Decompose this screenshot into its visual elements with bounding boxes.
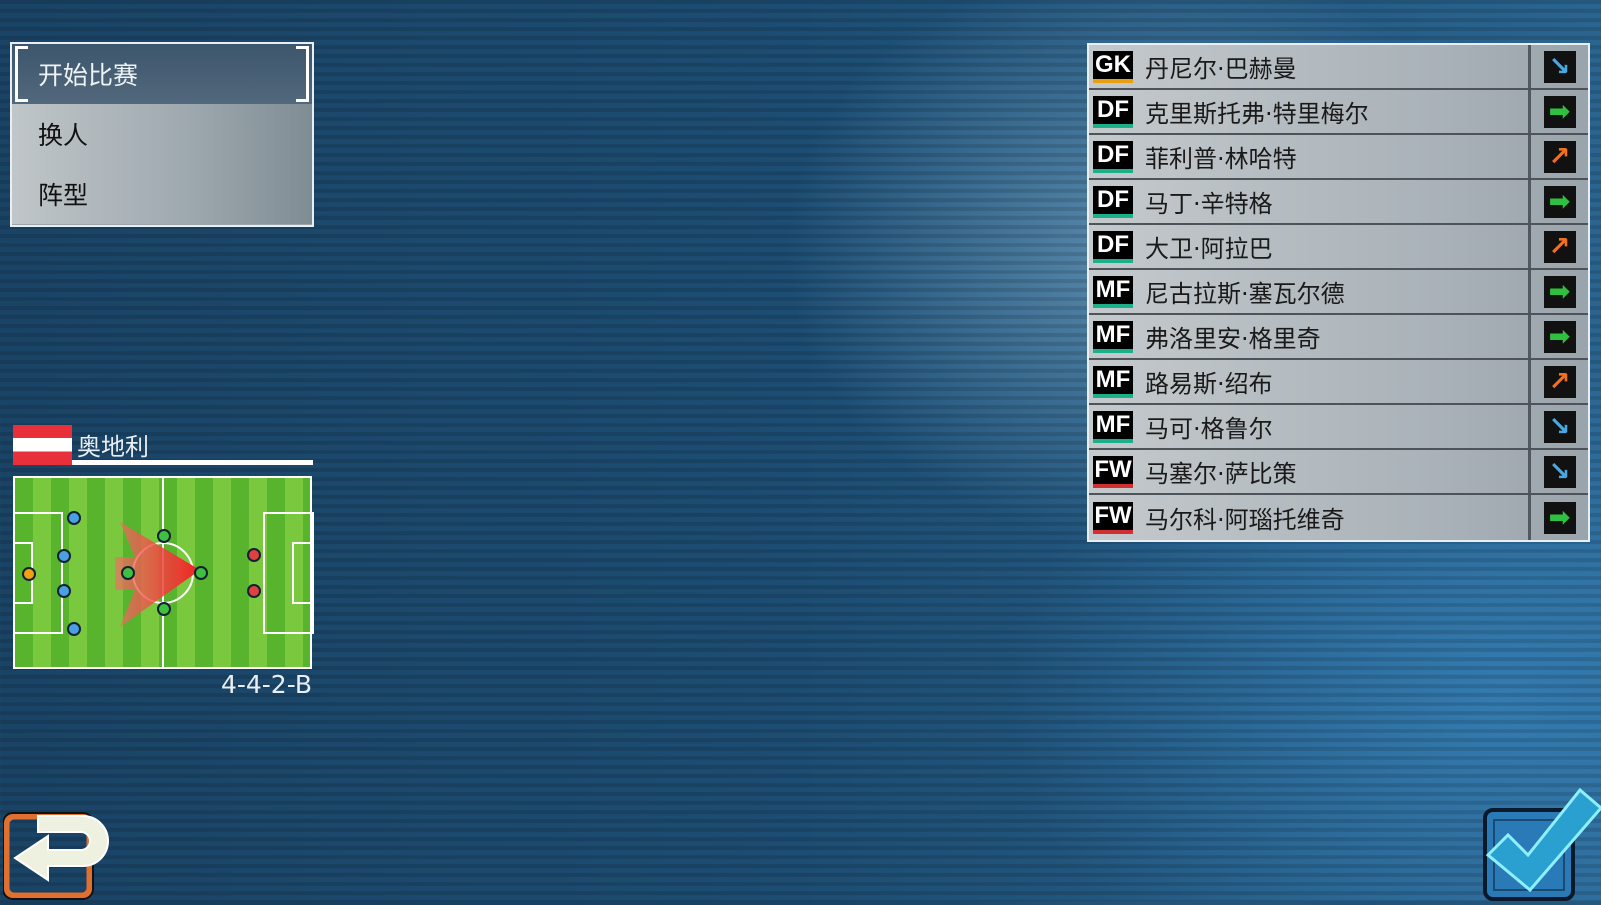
checkmark-icon (1483, 787, 1601, 901)
fw-player-dot[interactable] (247, 548, 261, 562)
formation-label: 4-4-2-B (220, 670, 312, 699)
player-name: 路易斯·绍布 (1145, 370, 1273, 398)
form-cell: ➡ (1528, 495, 1588, 540)
player-row[interactable]: DF 大卫·阿拉巴 ↗ (1089, 225, 1588, 270)
player-row[interactable]: FW 马塞尔·萨比策 ↘ (1089, 450, 1588, 495)
menu-item-formation[interactable]: 阵型 (12, 164, 312, 224)
player-row[interactable]: DF 马丁·辛特格 ➡ (1089, 180, 1588, 225)
form-cell: ↘ (1528, 450, 1588, 493)
austria-flag-icon (13, 425, 72, 465)
position-badge: DF (1093, 140, 1133, 173)
arrow-right-icon: ➡ (1543, 275, 1576, 308)
confirm-button[interactable] (1480, 780, 1601, 901)
form-cell: ↗ (1528, 135, 1588, 178)
arrow-down-right-icon: ↘ (1543, 410, 1576, 443)
gk-player-dot[interactable] (22, 567, 36, 581)
arrow-right-icon: ➡ (1543, 501, 1576, 534)
df-player-dot[interactable] (57, 549, 71, 563)
team-header: 奥地利 (13, 425, 313, 465)
team-name: 奥地利 (77, 433, 149, 461)
form-cell: ↗ (1528, 225, 1588, 268)
position-badge: DF (1093, 230, 1133, 263)
arrow-right-icon: ➡ (1543, 95, 1576, 128)
arrow-right-icon: ➡ (1543, 185, 1576, 218)
position-badge: FW (1093, 455, 1133, 488)
arrow-right-icon: ➡ (1543, 320, 1576, 353)
menu-item-substitution[interactable]: 换人 (12, 104, 312, 164)
mf-player-dot[interactable] (157, 529, 171, 543)
player-name: 丹尼尔·巴赫曼 (1145, 55, 1297, 83)
df-player-dot[interactable] (67, 511, 81, 525)
fw-player-dot[interactable] (247, 584, 261, 598)
player-name: 菲利普·林哈特 (1145, 145, 1297, 173)
arrow-down-right-icon: ↘ (1543, 50, 1576, 83)
menu-label: 换人 (38, 121, 89, 150)
divider (72, 460, 313, 465)
form-cell: ↘ (1528, 45, 1588, 88)
position-badge: DF (1093, 95, 1133, 128)
arrow-down-right-icon: ↘ (1543, 455, 1576, 488)
form-cell: ↘ (1528, 405, 1588, 448)
arrow-up-right-icon: ↗ (1543, 140, 1576, 173)
menu-label: 开始比赛 (38, 61, 139, 90)
position-badge: MF (1093, 365, 1133, 398)
menu-item-start-match[interactable]: 开始比赛 (12, 44, 312, 104)
player-row[interactable]: MF 马可·格鲁尔 ↘ (1089, 405, 1588, 450)
attack-arrow-icon (115, 522, 200, 627)
player-list: GK 丹尼尔·巴赫曼 ↘ DF 克里斯托弗·特里梅尔 ➡ DF 菲利普·林哈特 ↗ D… (1087, 43, 1590, 542)
player-row[interactable]: DF 克里斯托弗·特里梅尔 ➡ (1089, 90, 1588, 135)
player-row[interactable]: MF 弗洛里安·格里奇 ➡ (1089, 315, 1588, 360)
player-name: 大卫·阿拉巴 (1145, 235, 1273, 263)
form-cell: ➡ (1528, 180, 1588, 223)
position-badge: MF (1093, 275, 1133, 308)
player-name: 马塞尔·萨比策 (1145, 460, 1297, 488)
player-name: 马丁·辛特格 (1145, 190, 1273, 218)
position-badge: DF (1093, 185, 1133, 218)
back-button[interactable] (2, 808, 109, 900)
player-row[interactable]: FW 马尔科·阿瑙托维奇 ➡ (1089, 495, 1588, 540)
player-name: 马尔科·阿瑙托维奇 (1145, 506, 1345, 534)
player-row[interactable]: DF 菲利普·林哈特 ↗ (1089, 135, 1588, 180)
df-player-dot[interactable] (57, 584, 71, 598)
arrow-up-right-icon: ↗ (1543, 365, 1576, 398)
form-cell: ➡ (1528, 90, 1588, 133)
player-name: 克里斯托弗·特里梅尔 (1145, 100, 1369, 128)
position-badge: MF (1093, 410, 1133, 443)
back-icon (2, 812, 109, 900)
formation-pitch[interactable] (13, 476, 314, 669)
player-row[interactable]: MF 路易斯·绍布 ↗ (1089, 360, 1588, 405)
player-name: 尼古拉斯·塞瓦尔德 (1145, 280, 1345, 308)
mf-player-dot[interactable] (121, 566, 135, 580)
df-player-dot[interactable] (67, 622, 81, 636)
form-cell: ➡ (1528, 315, 1588, 358)
main-menu: 开始比赛 换人 阵型 (10, 42, 314, 227)
position-badge: GK (1093, 50, 1133, 83)
position-badge: FW (1093, 501, 1133, 534)
position-badge: MF (1093, 320, 1133, 353)
menu-label: 阵型 (38, 181, 89, 210)
form-cell: ↗ (1528, 360, 1588, 403)
mf-player-dot[interactable] (194, 566, 208, 580)
form-cell: ➡ (1528, 270, 1588, 313)
mf-player-dot[interactable] (157, 602, 171, 616)
player-row[interactable]: MF 尼古拉斯·塞瓦尔德 ➡ (1089, 270, 1588, 315)
arrow-up-right-icon: ↗ (1543, 230, 1576, 263)
player-name: 马可·格鲁尔 (1145, 415, 1273, 443)
right-goal-box (292, 542, 314, 604)
player-name: 弗洛里安·格里奇 (1145, 325, 1321, 353)
player-row[interactable]: GK 丹尼尔·巴赫曼 ↘ (1089, 45, 1588, 90)
